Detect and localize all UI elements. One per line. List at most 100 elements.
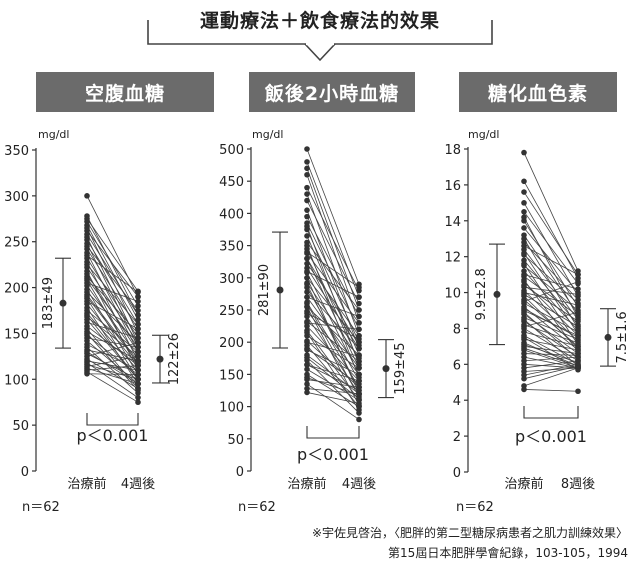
- panel-header-fasting: 空腹血糖: [36, 72, 214, 112]
- point-before: [304, 275, 310, 281]
- point-after: [575, 334, 581, 341]
- subject-line: [523, 360, 579, 369]
- y-tick-label: 50: [227, 433, 244, 448]
- y-tick-label: 400: [219, 207, 244, 222]
- category-after: 4週後: [342, 477, 376, 492]
- point-after: [135, 298, 141, 305]
- subject-line: [306, 296, 360, 317]
- point-before: [521, 277, 527, 283]
- subject-line: [306, 341, 360, 357]
- point-after: [135, 367, 141, 373]
- point-before: [521, 225, 527, 231]
- subject-line: [523, 294, 579, 327]
- y-tick-label: 300: [219, 272, 244, 287]
- point-after: [356, 313, 362, 320]
- after-mean-point: [604, 333, 612, 341]
- subject-line: [86, 303, 139, 366]
- subject-line: [86, 291, 139, 343]
- subject-line: [306, 258, 360, 346]
- point-after: [356, 300, 362, 307]
- subject-line: [86, 333, 139, 391]
- point-before: [304, 242, 310, 249]
- subject-line: [86, 282, 139, 302]
- point-after: [135, 307, 141, 314]
- y-tick-label: 2: [453, 430, 461, 445]
- y-tick-label: 350: [219, 240, 244, 255]
- subject-line: [86, 351, 139, 385]
- footnote-line1: ※宇佐見啓治，〈肥胖的第二型糖尿病患者之肌力訓練效果〉: [311, 526, 628, 540]
- point-before: [521, 341, 527, 348]
- before-mean-point: [59, 299, 67, 307]
- point-before: [304, 385, 310, 392]
- category-before: 治療前: [67, 476, 106, 492]
- subject-line: [86, 362, 139, 398]
- point-before: [84, 370, 90, 377]
- subject-line: [523, 365, 579, 380]
- point-after: [356, 342, 362, 349]
- point-after: [356, 392, 362, 398]
- point-after: [356, 320, 362, 326]
- point-before: [304, 310, 310, 317]
- point-after: [356, 381, 362, 387]
- point-after: [135, 316, 141, 323]
- point-after: [356, 402, 362, 409]
- subject-line: [523, 152, 579, 272]
- subject-line: [306, 187, 360, 291]
- y-tick-label: 150: [4, 327, 29, 342]
- y-tick-label: 0: [21, 465, 29, 480]
- point-before: [84, 275, 90, 282]
- point-before: [304, 146, 310, 152]
- point-before: [304, 294, 310, 300]
- subject-line: [86, 342, 139, 357]
- subject-line: [86, 344, 139, 371]
- point-after: [135, 348, 141, 355]
- subject-line: [306, 242, 360, 311]
- subject-line: [306, 277, 360, 394]
- subject-line: [523, 286, 579, 295]
- point-before: [521, 149, 527, 156]
- subject-line: [523, 302, 579, 333]
- point-before: [304, 354, 310, 361]
- point-before: [521, 386, 527, 393]
- point-before: [521, 261, 527, 267]
- subject-line: [523, 252, 579, 335]
- point-before: [521, 209, 527, 215]
- point-after: [135, 353, 141, 360]
- subject-line: [86, 346, 139, 394]
- before-summary-label: 183±49: [41, 277, 56, 329]
- subject-line: [523, 181, 579, 279]
- subject-line: [306, 267, 360, 349]
- point-after: [135, 339, 141, 346]
- y-tick-label: 0: [236, 465, 244, 480]
- point-before: [84, 330, 90, 337]
- after-summary-label: 159±45: [393, 342, 408, 394]
- subject-line: [306, 332, 360, 411]
- subject-line: [86, 371, 139, 403]
- y-tick-label: 250: [4, 236, 29, 251]
- subject-line: [306, 340, 360, 388]
- subject-line: [306, 364, 360, 391]
- subject-line: [523, 317, 579, 340]
- subject-line: [306, 226, 360, 365]
- subject-line: [86, 248, 139, 330]
- point-after: [575, 348, 581, 355]
- y-tick-label: 0: [453, 466, 461, 481]
- subject-line: [306, 306, 360, 356]
- point-before: [304, 233, 310, 239]
- subject-line: [523, 245, 579, 275]
- point-before: [84, 293, 90, 300]
- point-after: [575, 388, 581, 395]
- subject-line: [86, 218, 139, 292]
- point-before: [304, 389, 310, 396]
- subject-line: [86, 353, 139, 380]
- y-tick-label: 8: [453, 322, 461, 337]
- subject-line: [86, 314, 139, 380]
- point-before: [304, 223, 310, 230]
- point-before: [304, 345, 310, 352]
- subject-line: [86, 278, 139, 348]
- point-after: [356, 294, 362, 300]
- category-after: 8週後: [561, 477, 595, 492]
- subject-line: [306, 335, 360, 369]
- point-after: [356, 416, 362, 423]
